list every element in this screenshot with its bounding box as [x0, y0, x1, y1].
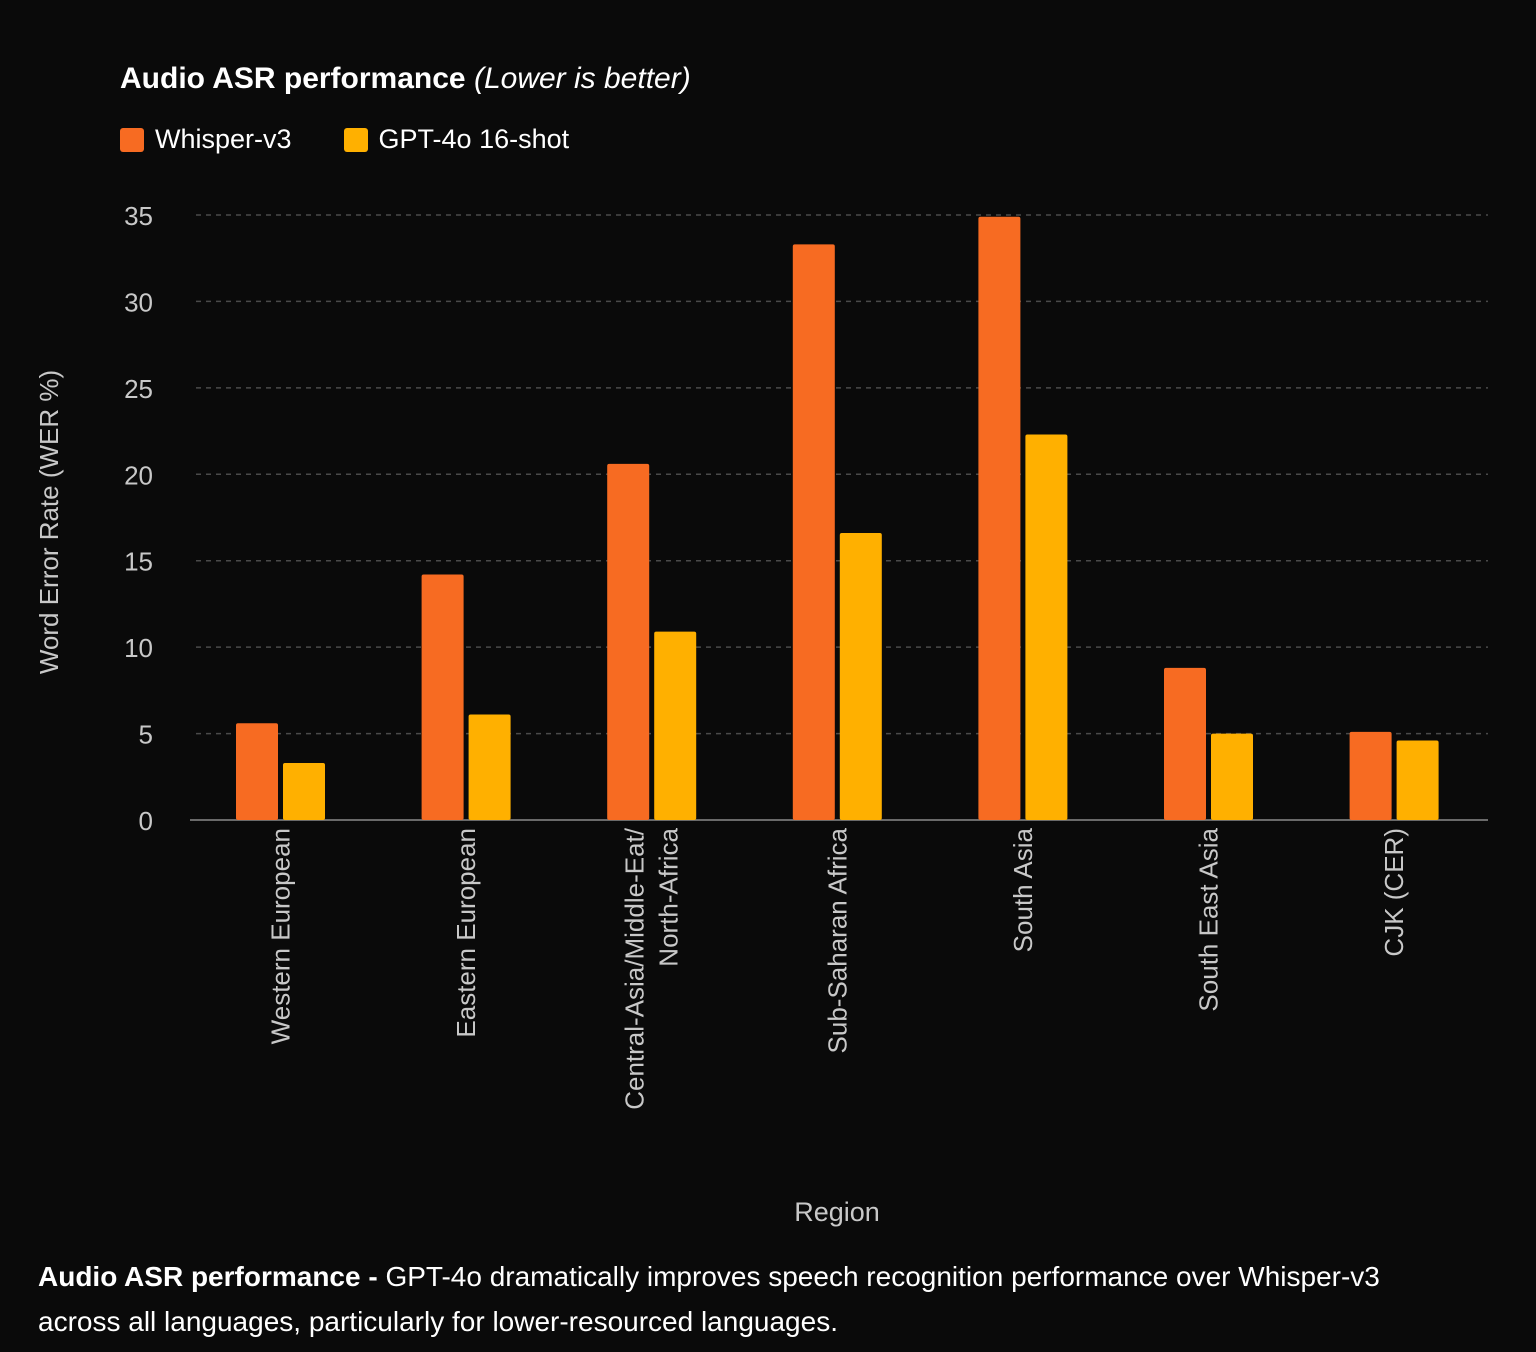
bar-whisper-0: [236, 723, 278, 820]
y-axis-label: Word Error Rate (WER %): [34, 370, 64, 674]
legend-item-whisper: Whisper-v3: [120, 124, 292, 155]
x-tick-label-0: Western European: [266, 828, 296, 1044]
y-tick-label-0: 0: [139, 806, 153, 836]
x-tick-label-line: Eastern European: [451, 828, 481, 1038]
bar-gpt4o-6: [1396, 740, 1439, 820]
y-tick-label-15: 15: [124, 547, 153, 577]
legend: Whisper-v3 GPT-4o 16-shot: [120, 124, 621, 155]
legend-label-whisper: Whisper-v3: [155, 124, 292, 154]
bar-whisper-1: [421, 574, 464, 820]
bar-whisper-5: [1164, 667, 1206, 820]
x-tick-label-line: CJK (CER): [1379, 828, 1409, 957]
x-tick-label-line: Western European: [266, 828, 296, 1044]
x-tick-label-6: CJK (CER): [1379, 828, 1409, 957]
legend-swatch-gpt4o: [343, 127, 368, 152]
y-tick-label-20: 20: [124, 460, 153, 490]
chart-title: Audio ASR performance (Lower is better): [120, 62, 691, 96]
x-axis-label: Region: [794, 1197, 880, 1227]
bar-gpt4o-2: [654, 631, 697, 820]
bar-gpt4o-1: [468, 714, 511, 820]
bar-whisper-6: [1349, 731, 1392, 820]
caption: Audio ASR performance - GPT-4o dramatica…: [38, 1254, 1438, 1344]
bar-gpt4o-0: [283, 762, 325, 820]
legend-swatch-whisper: [120, 127, 144, 152]
x-tick-label-3: Sub-Saharan Africa: [822, 827, 852, 1053]
bar-gpt4o-5: [1211, 733, 1253, 820]
y-tick-label-25: 25: [124, 374, 153, 404]
bar-gpt4o-4: [1025, 434, 1068, 820]
y-tick-label-30: 30: [124, 287, 153, 317]
legend-label-gpt4o: GPT-4o 16-shot: [378, 124, 570, 154]
x-tick-label-line: Central-Asia/Middle-Eat/: [620, 827, 650, 1110]
bar-whisper-4: [978, 216, 1021, 820]
y-tick-label-35: 35: [124, 201, 153, 231]
x-tick-label-5: South East Asia: [1194, 827, 1224, 1011]
legend-item-gpt4o: GPT-4o 16-shot: [343, 124, 570, 155]
y-tick-label-5: 5: [139, 720, 153, 750]
caption-body: GPT-4o dramatically improves speech reco…: [38, 1261, 1380, 1337]
bar-chart: 0 5 10 15 20 25 30 35 Western European Eastern Eu…: [34, 201, 1488, 1227]
x-tick-label-line: South East Asia: [1194, 827, 1224, 1011]
chart-title-main: Audio ASR performance: [120, 62, 466, 95]
x-tick-label-line: South Asia: [1008, 827, 1038, 952]
x-tick-label-line: Sub-Saharan Africa: [822, 827, 852, 1053]
bar-gpt4o-3: [839, 533, 882, 820]
bar-whisper-2: [607, 463, 650, 820]
x-tick-label-line: North-Africa: [654, 827, 684, 966]
caption-head: Audio ASR performance -: [38, 1261, 386, 1292]
x-tick-label-2: Central-Asia/Middle-Eat/North-Africa: [620, 827, 684, 1110]
y-tick-label-10: 10: [124, 633, 153, 663]
chart-subtitle: (Lower is better): [473, 62, 691, 95]
bar-whisper-3: [792, 244, 835, 820]
x-tick-label-1: Eastern European: [451, 828, 481, 1038]
x-tick-label-4: South Asia: [1008, 827, 1038, 952]
